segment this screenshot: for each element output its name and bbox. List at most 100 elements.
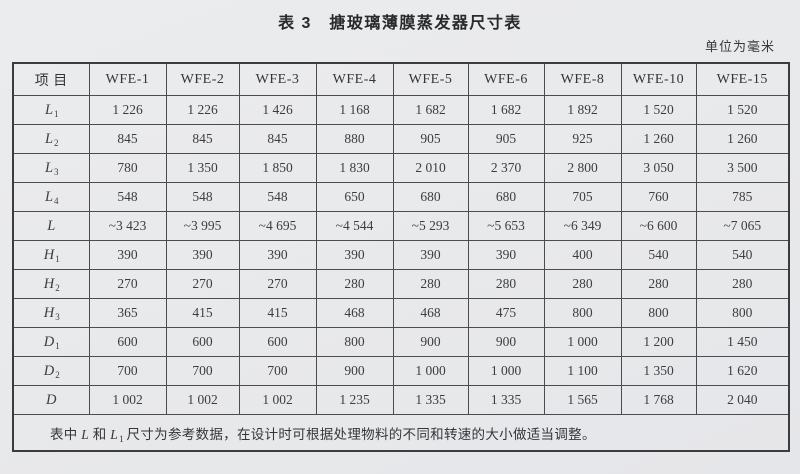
row-label-symbol: H [43,275,55,292]
value-cell: 900 [392,327,469,357]
value-cell: ~6 600 [620,211,697,241]
value-cell: 760 [620,182,697,212]
row-label-symbol: L [47,217,56,234]
value-cell: 1 768 [620,385,697,415]
row-label-symbol: D [43,362,55,379]
value-cell: 475 [467,298,545,328]
value-cell: 1 426 [238,95,317,125]
row-label-subscript: 4 [54,195,59,206]
value-cell: ~4 695 [238,211,317,241]
footnote-text-conj: 和 [89,426,111,442]
value-cell: 1 000 [467,356,545,386]
column-header-item: 项 目 [12,62,90,96]
value-cell: ~5 653 [467,211,545,241]
value-cell: 468 [392,298,469,328]
row-label-symbol: L [44,130,54,147]
value-cell: 548 [88,182,167,212]
value-cell: 785 [695,182,790,212]
value-cell: 900 [467,327,545,357]
column-header-model: WFE-5 [392,62,469,96]
value-cell: 548 [238,182,317,212]
value-cell: ~3 423 [88,211,167,241]
value-cell: 600 [165,327,240,357]
value-cell: 2 800 [543,153,622,183]
value-cell: 1 350 [165,153,240,183]
footnote-symbol-L1: L [110,426,119,442]
value-cell: ~3 995 [165,211,240,241]
table-row: L2 845 845 845 880 905 905 925 1 260 1 260 [12,124,790,154]
row-label-subscript: 2 [54,137,59,148]
table-row: L3 780 1 350 1 850 1 830 2 010 2 370 2 800 3 050… [12,153,790,183]
value-cell: 600 [88,327,167,357]
row-label-subscript: 3 [54,166,59,177]
value-cell: 390 [467,240,545,270]
value-cell: 700 [165,356,240,386]
footnote-row: 表中 L 和 L1 尺寸为参考数据，在设计时可根据处理物料的不同和转速的大小做适… [12,414,790,452]
value-cell: 1 226 [165,95,240,125]
value-cell: 1 200 [620,327,697,357]
row-label-symbol: D [46,391,57,408]
value-cell: ~7 065 [695,211,790,241]
value-cell: 705 [543,182,622,212]
value-cell: 3 500 [695,153,790,183]
value-cell: 270 [165,269,240,299]
row-label-subscript: 1 [55,340,60,351]
value-cell: 390 [88,240,167,270]
value-cell: 1 002 [88,385,167,415]
value-cell: 800 [620,298,697,328]
column-header-model: WFE-10 [620,62,697,96]
table-row: L4 548 548 548 650 680 680 705 760 785 [12,182,790,212]
value-cell: 468 [315,298,394,328]
value-cell: 1 168 [315,95,394,125]
value-cell: 1 682 [392,95,469,125]
value-cell: 925 [543,124,622,154]
column-header-model: WFE-1 [88,62,167,96]
value-cell: 548 [165,182,240,212]
value-cell: 1 830 [315,153,394,183]
footnote-text-prefix: 表中 [50,426,82,442]
row-label: H1 [12,240,90,270]
column-header-model: WFE-2 [165,62,240,96]
value-cell: 600 [238,327,317,357]
value-cell: 2 040 [695,385,790,415]
value-cell: 1 682 [467,95,545,125]
row-label-subscript: 2 [55,282,60,293]
value-cell: 2 370 [467,153,545,183]
row-label: L3 [12,153,90,183]
value-cell: 650 [315,182,394,212]
value-cell: 280 [543,269,622,299]
value-cell: 1 002 [165,385,240,415]
column-header-model: WFE-4 [315,62,394,96]
value-cell: 845 [88,124,167,154]
row-label: L1 [12,95,90,125]
value-cell: 1 000 [392,356,469,386]
column-header-model: WFE-15 [695,62,790,96]
footnote-text-suffix: 尺寸为参考数据，在设计时可根据处理物料的不同和转速的大小做适当调整。 [122,426,596,442]
value-cell: 540 [620,240,697,270]
row-label: D1 [12,327,90,357]
value-cell: 1 350 [620,356,697,386]
value-cell: 280 [467,269,545,299]
row-label: L2 [12,124,90,154]
value-cell: 680 [392,182,469,212]
row-label-symbol: H [43,246,55,263]
value-cell: 270 [238,269,317,299]
value-cell: 280 [315,269,394,299]
value-cell: 280 [620,269,697,299]
value-cell: 700 [238,356,317,386]
row-label: L4 [12,182,90,212]
value-cell: 1 520 [620,95,697,125]
table-row: H3 365 415 415 468 468 475 800 800 800 [12,298,790,328]
row-label-subscript: 1 [54,108,59,119]
value-cell: 1 260 [695,124,790,154]
value-cell: 845 [238,124,317,154]
table-row: L1 1 226 1 226 1 426 1 168 1 682 1 682 1 892 1 5… [12,95,790,125]
table-body: L1 1 226 1 226 1 426 1 168 1 682 1 682 1 892 1 5… [12,95,790,415]
table-title: 表 3 搪玻璃薄膜蒸发器尺寸表 [278,15,522,32]
value-cell: 2 010 [392,153,469,183]
value-cell: 280 [695,269,790,299]
table-row: L ~3 423 ~3 995 ~4 695 ~4 544 ~5 293 ~5 653 ~6 … [12,211,790,241]
value-cell: 905 [467,124,545,154]
value-cell: 1 565 [543,385,622,415]
row-label-symbol: L [44,159,54,176]
